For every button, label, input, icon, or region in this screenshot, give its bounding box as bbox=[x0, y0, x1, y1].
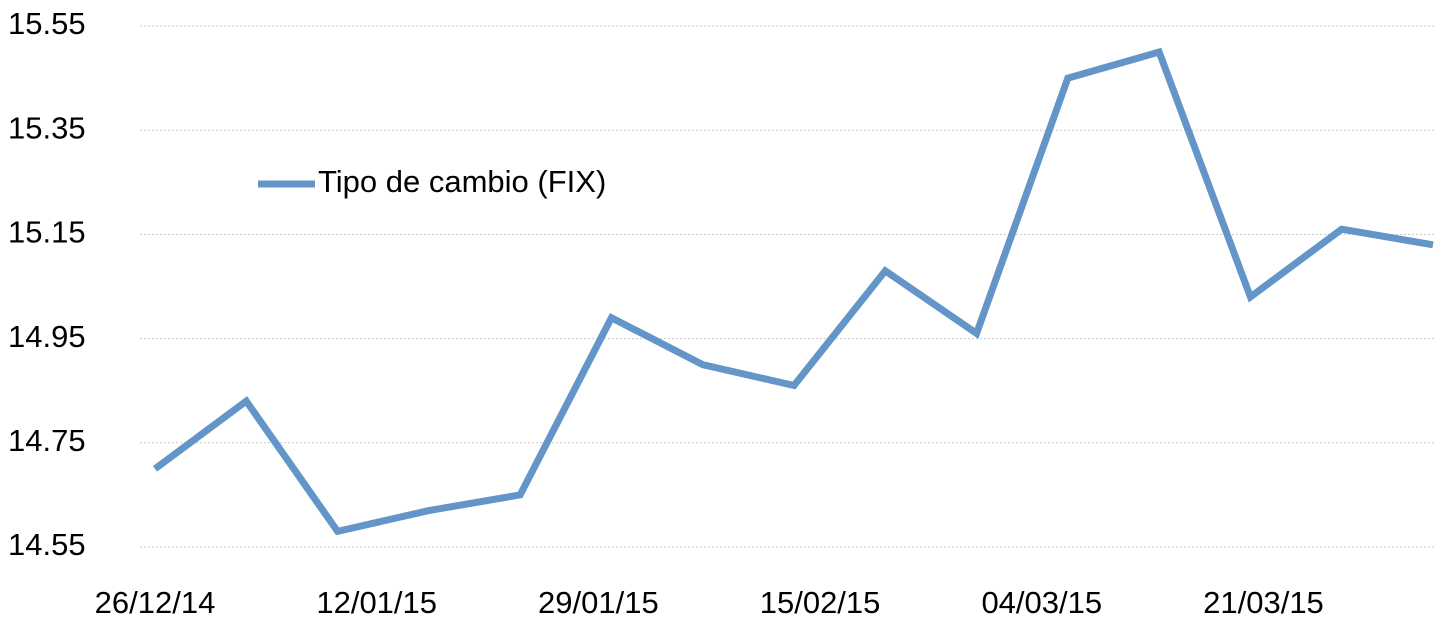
y-tick-label: 14.75 bbox=[8, 423, 86, 458]
x-tick-label: 12/01/15 bbox=[316, 585, 437, 620]
y-tick-label: 15.35 bbox=[8, 110, 86, 145]
y-tick-label: 14.55 bbox=[8, 527, 86, 562]
x-tick-label: 21/03/15 bbox=[1203, 585, 1324, 620]
y-tick-label: 15.15 bbox=[8, 215, 86, 250]
x-tick-label: 29/01/15 bbox=[538, 585, 659, 620]
y-tick-label: 15.55 bbox=[8, 6, 86, 41]
data-line bbox=[152, 47, 1434, 536]
x-tick-label: 15/02/15 bbox=[760, 585, 881, 620]
x-tick-label: 04/03/15 bbox=[981, 585, 1102, 620]
legend-label: Tipo de cambio (FIX) bbox=[318, 164, 606, 199]
y-tick-label: 14.95 bbox=[8, 319, 86, 354]
x-tick-label: 26/12/14 bbox=[95, 585, 216, 620]
